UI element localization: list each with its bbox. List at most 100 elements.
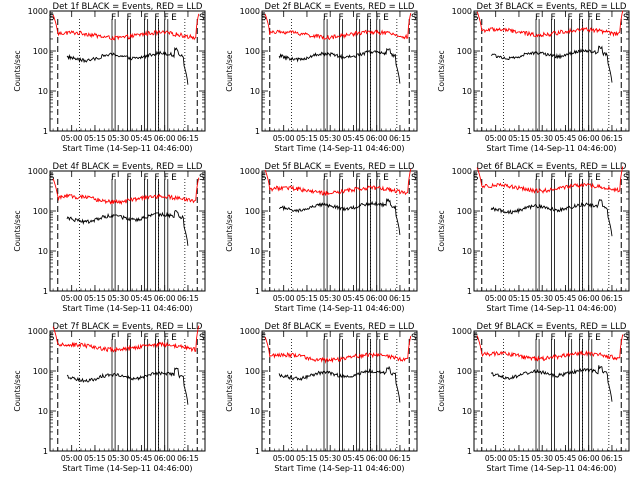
x-tick-label: 05:30 [107,294,129,303]
x-tick-label: 06:15 [177,134,199,143]
x-tick-label: 05:15 [84,134,106,143]
flag-label: F [356,333,361,343]
x-tick-label: 06:00 [578,294,600,303]
y-tick-label: 10 [250,87,260,96]
y-axis-label: Counts/sec [13,370,22,411]
flag-label: F [578,13,583,23]
x-axis-label: Start Time (14-Sep-11 04:46:00) [486,464,616,473]
x-axis-label: Start Time (14-Sep-11 04:46:00) [62,144,192,153]
y-tick-label: 10 [38,407,48,416]
events-series-line [279,198,401,235]
flag-label: S [261,173,267,183]
events-series-line [66,367,189,405]
chart-title: Det 4f BLACK = Events, RED = LLD [53,162,203,172]
lld-series-line [264,168,412,197]
x-tick-label: 05:45 [343,454,365,463]
x-tick-label: 06:00 [154,454,176,463]
flag-label: F [164,173,169,183]
x-tick-label: 05:45 [131,294,153,303]
lld-series-line [476,334,624,362]
flag-label: F [376,13,381,23]
flag-label: F [535,173,540,183]
flag-label: E [383,13,389,23]
flag-label: F [535,13,540,23]
flag-label: F [376,333,381,343]
chart-panel-5: Det 5f BLACK = Events, RED = LLD 1 10 100 10… [225,162,418,313]
y-axis-label: Counts/sec [13,210,22,251]
flag-label: S [623,173,629,183]
x-tick-label: 05:30 [107,454,129,463]
flag-label: E [383,173,389,183]
x-tick-label: 05:00 [273,134,295,143]
x-tick-label: 06:15 [601,134,623,143]
flag-label: E [595,173,601,183]
x-tick-label: 05:00 [61,454,83,463]
chart-title: Det 5f BLACK = Events, RED = LLD [265,162,415,172]
y-tick-label: 1000 [240,7,260,16]
flag-label: S [473,173,479,183]
y-tick-label: 100 [245,367,260,376]
y-tick-label: 10 [462,407,472,416]
flag-label: F [144,333,149,343]
y-tick-label: 100 [245,207,260,216]
flag-label: S [623,13,629,23]
chart-panel-8: Det 8f BLACK = Events, RED = LLD 1 10 100 10… [225,322,418,473]
flag-label: F [111,333,116,343]
chart-title: Det 6f BLACK = Events, RED = LLD [477,162,627,172]
y-tick-label: 1000 [28,7,48,16]
flag-label: S [261,13,267,23]
flag-label: F [126,333,131,343]
flag-label: F [568,173,573,183]
x-tick-label: 06:15 [389,454,411,463]
x-tick-label: 05:45 [343,294,365,303]
y-axis-label: Counts/sec [225,210,234,251]
flag-label: F [126,173,131,183]
flag-label: F [323,13,328,23]
chart-panel-4: Det 4f BLACK = Events, RED = LLD 1 10 100 10… [13,162,206,313]
x-tick-label: 05:15 [508,134,530,143]
x-axis-label: Start Time (14-Sep-11 04:46:00) [274,464,404,473]
y-tick-label: 1 [43,127,48,136]
y-tick-label: 10 [250,247,260,256]
x-tick-label: 05:30 [531,134,553,143]
x-tick-label: 05:15 [508,294,530,303]
x-tick-label: 05:15 [84,454,106,463]
x-axis-label: Start Time (14-Sep-11 04:46:00) [62,464,192,473]
flag-label: E [383,333,389,343]
flag-label: F [366,333,371,343]
y-axis-label: Counts/sec [437,210,446,251]
y-tick-label: 10 [38,247,48,256]
flag-label: F [111,13,116,23]
x-tick-label: 05:30 [319,134,341,143]
x-tick-label: 05:30 [531,454,553,463]
flag-label: F [588,333,593,343]
y-axis-label: Counts/sec [225,50,234,91]
x-axis-label: Start Time (14-Sep-11 04:46:00) [62,304,192,313]
flag-label: E [595,333,601,343]
y-tick-label: 1 [43,287,48,296]
x-tick-label: 05:15 [296,294,318,303]
chart-title: Det 3f BLACK = Events, RED = LLD [477,2,627,12]
y-tick-label: 1 [255,447,260,456]
y-tick-label: 100 [457,367,472,376]
y-tick-label: 10 [250,407,260,416]
flag-label: F [144,173,149,183]
x-tick-label: 05:00 [273,454,295,463]
x-tick-label: 05:15 [296,134,318,143]
chart-title: Det 2f BLACK = Events, RED = LLD [265,2,415,12]
chart-panel-1: Det 1f BLACK = Events, RED = LLD 1 10 100 10… [13,2,206,153]
x-tick-label: 05:00 [485,134,507,143]
flag-label: S [411,333,417,343]
x-tick-label: 05:30 [531,294,553,303]
y-tick-label: 1 [255,287,260,296]
flag-label: S [49,13,55,23]
x-tick-label: 06:00 [578,134,600,143]
flag-label: F [578,173,583,183]
chart-panel-3: Det 3f BLACK = Events, RED = LLD 1 10 100 10… [437,2,630,153]
y-axis-label: Counts/sec [437,50,446,91]
y-axis-label: Counts/sec [225,370,234,411]
y-tick-label: 10 [38,87,48,96]
flag-label: F [588,173,593,183]
flag-label: F [356,13,361,23]
y-tick-label: 1000 [240,167,260,176]
